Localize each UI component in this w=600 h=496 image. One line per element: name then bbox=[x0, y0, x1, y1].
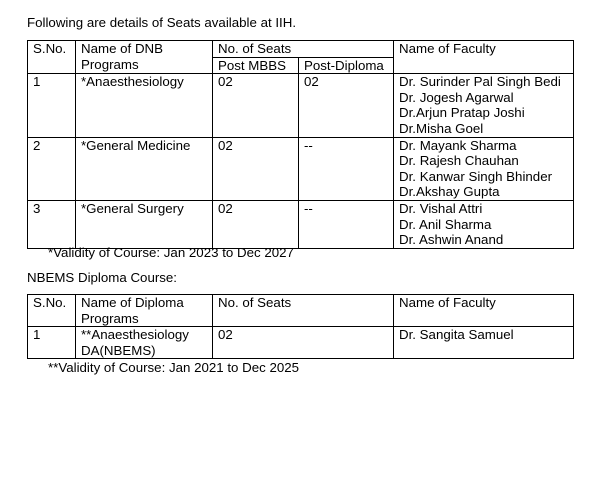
faculty-name: Dr. Kanwar Singh Bhinder bbox=[399, 168, 553, 184]
cell-sno: 2 bbox=[27, 136, 76, 201]
header-sno: S.No. bbox=[27, 39, 76, 75]
cell-program: *Anaesthesiology bbox=[75, 73, 213, 138]
cell-seats: 02 bbox=[212, 326, 394, 360]
table-row: 1 *Anaesthesiology 02 02 Dr. Surinder Pa… bbox=[27, 73, 575, 138]
dnb-seats-table: S.No. Name of DNB Programs No. of Seats … bbox=[27, 39, 575, 249]
faculty-name: Dr. Ashwin Anand bbox=[399, 232, 504, 248]
cell-post-diploma: -- bbox=[297, 136, 395, 201]
cell-post-diploma: -- bbox=[297, 199, 395, 249]
faculty-name: Dr.Akshay Gupta bbox=[399, 184, 500, 200]
dnb-validity-note: *Validity of Course: Jan 2023 to Dec 202… bbox=[48, 245, 294, 260]
faculty-name: Dr. Vishal Attri bbox=[399, 200, 483, 216]
table-row: 1 **Anaesthesiology DA(NBEMS) 02 Dr. San… bbox=[27, 326, 574, 360]
cell-post-mbbs: 02 bbox=[212, 199, 299, 249]
header-program: Name of DNB Programs bbox=[75, 39, 213, 75]
cell-program: **Anaesthesiology DA(NBEMS) bbox=[75, 326, 213, 360]
cell-program: *General Medicine bbox=[75, 136, 213, 201]
faculty-name: Dr. Surinder Pal Singh Bedi bbox=[399, 74, 561, 90]
cell-faculty: Dr. Mayank Sharma Dr. Rajesh Chauhan Dr.… bbox=[393, 136, 575, 201]
cell-program: *General Surgery bbox=[75, 199, 213, 249]
cell-faculty: Dr. Vishal Attri Dr. Anil Sharma Dr. Ash… bbox=[393, 199, 575, 249]
diploma-heading: NBEMS Diploma Course: bbox=[27, 270, 178, 285]
faculty-name: Dr.Arjun Pratap Joshi bbox=[399, 105, 525, 121]
cell-sno: 1 bbox=[27, 73, 76, 138]
faculty-name: Dr. Mayank Sharma bbox=[399, 137, 517, 153]
cell-sno: 1 bbox=[27, 326, 76, 360]
header-post-mbbs: Post MBBS bbox=[212, 56, 299, 75]
header-seats: No. of Seats bbox=[212, 293, 394, 328]
header-post-diploma: Post-Diploma bbox=[297, 56, 395, 75]
faculty-name: Dr. Jogesh Agarwal bbox=[399, 89, 514, 105]
cell-post-mbbs: 02 bbox=[212, 136, 299, 201]
header-seats: No. of Seats bbox=[211, 40, 395, 58]
header-program: Name of Diploma Programs bbox=[75, 293, 213, 328]
table-header-row: S.No. Name of Diploma Programs No. of Se… bbox=[27, 293, 574, 328]
cell-post-diploma: 02 bbox=[297, 73, 395, 138]
header-faculty: Name of Faculty bbox=[393, 39, 575, 75]
table-header-row: S.No. Name of DNB Programs No. of Seats … bbox=[27, 39, 575, 75]
cell-post-mbbs: 02 bbox=[212, 73, 299, 138]
table-row: 3 *General Surgery 02 -- Dr. Vishal Attr… bbox=[27, 199, 575, 249]
faculty-name: Dr.Misha Goel bbox=[399, 120, 484, 136]
cell-sno: 3 bbox=[27, 199, 76, 249]
faculty-name: Dr. Anil Sharma bbox=[399, 216, 492, 232]
header-sno: S.No. bbox=[27, 293, 76, 328]
table-row: 2 *General Medicine 02 -- Dr. Mayank Sha… bbox=[27, 136, 575, 201]
faculty-name: Dr. Rajesh Chauhan bbox=[399, 153, 519, 169]
cell-faculty: Dr. Sangita Samuel bbox=[393, 326, 574, 360]
cell-faculty: Dr. Surinder Pal Singh Bedi Dr. Jogesh A… bbox=[393, 73, 575, 138]
intro-text: Following are details of Seats available… bbox=[27, 15, 297, 30]
diploma-seats-table: S.No. Name of Diploma Programs No. of Se… bbox=[27, 293, 574, 360]
diploma-validity-note: **Validity of Course: Jan 2021 to Dec 20… bbox=[48, 360, 300, 375]
header-faculty: Name of Faculty bbox=[393, 293, 574, 328]
